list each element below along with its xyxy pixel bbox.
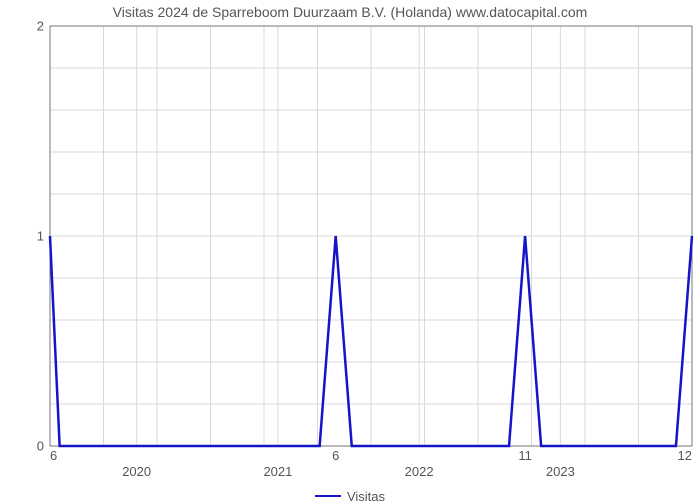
data-point-label: 12 [678, 448, 692, 463]
chart-title: Visitas 2024 de Sparreboom Duurzaam B.V.… [0, 4, 700, 20]
data-point-label: 11 [518, 448, 532, 463]
chart-container: { "chart": { "type": "line", "title": "V… [0, 0, 700, 500]
data-point-label: 6 [50, 448, 57, 463]
chart-svg [50, 26, 692, 446]
y-tick-label: 1 [16, 229, 44, 244]
plot-area: 012 2020202120222023 661112 [50, 26, 692, 446]
x-tick-label: 2021 [263, 464, 292, 479]
legend-swatch [315, 495, 341, 497]
data-point-label: 6 [332, 448, 339, 463]
x-tick-label: 2022 [405, 464, 434, 479]
legend-label: Visitas [347, 489, 385, 504]
x-tick-label: 2020 [122, 464, 151, 479]
x-tick-label: 2023 [546, 464, 575, 479]
legend: Visitas [0, 484, 700, 504]
y-tick-label: 0 [16, 439, 44, 454]
y-tick-label: 2 [16, 19, 44, 34]
legend-item: Visitas [315, 489, 385, 504]
